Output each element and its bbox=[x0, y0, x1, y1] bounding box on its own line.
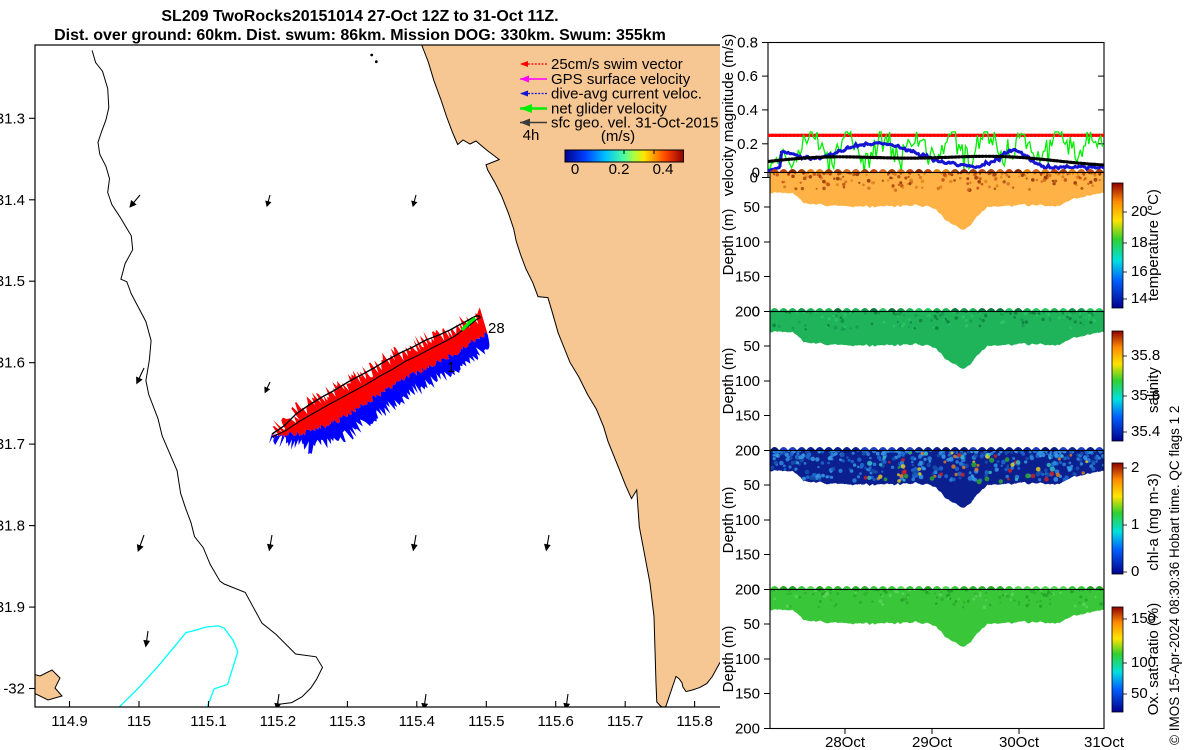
svg-text:(m/s): (m/s) bbox=[601, 128, 635, 145]
svg-text:150: 150 bbox=[735, 547, 760, 564]
svg-text:0.6: 0.6 bbox=[737, 68, 758, 85]
svg-text:35.8: 35.8 bbox=[1131, 347, 1160, 364]
svg-text:115.4: 115.4 bbox=[399, 713, 435, 730]
svg-text:200: 200 bbox=[735, 582, 760, 599]
svg-text:-32: -32 bbox=[3, 681, 25, 698]
svg-text:100: 100 bbox=[735, 234, 760, 251]
svg-text:Depth (m): Depth (m) bbox=[720, 209, 737, 276]
svg-text:100: 100 bbox=[735, 373, 760, 390]
svg-text:30Oct: 30Oct bbox=[999, 734, 1040, 750]
svg-text:115.6: 115.6 bbox=[537, 713, 573, 730]
svg-text:115.5: 115.5 bbox=[468, 713, 504, 730]
svg-text:20: 20 bbox=[1131, 203, 1148, 220]
svg-text:28: 28 bbox=[488, 320, 505, 337]
svg-text:100: 100 bbox=[735, 651, 760, 668]
svg-text:31Oct: 31Oct bbox=[1084, 734, 1125, 750]
svg-text:115.3: 115.3 bbox=[329, 713, 365, 730]
svg-text:115.8: 115.8 bbox=[676, 713, 712, 730]
svg-text:150: 150 bbox=[735, 408, 760, 425]
svg-text:31.4: 31.4 bbox=[0, 192, 25, 209]
svg-text:0: 0 bbox=[752, 443, 760, 460]
svg-text:0.2: 0.2 bbox=[737, 136, 758, 153]
svg-text:0: 0 bbox=[752, 582, 760, 599]
svg-text:115.7: 115.7 bbox=[607, 713, 643, 730]
svg-text:0.2: 0.2 bbox=[609, 161, 630, 178]
svg-text:Ox. sat. ratio (%): Ox. sat. ratio (%) bbox=[1145, 603, 1162, 716]
svg-text:29Oct: 29Oct bbox=[912, 734, 953, 750]
svg-text:Depth (m): Depth (m) bbox=[720, 487, 737, 554]
svg-text:velocity magnitude (m/s): velocity magnitude (m/s) bbox=[720, 34, 737, 197]
svg-text:50: 50 bbox=[1131, 685, 1148, 702]
svg-text:temperature (°C): temperature (°C) bbox=[1145, 189, 1162, 301]
svg-text:0: 0 bbox=[752, 304, 760, 321]
svg-text:115: 115 bbox=[127, 713, 151, 730]
svg-text:4h: 4h bbox=[523, 127, 540, 144]
svg-text:35.6: 35.6 bbox=[1131, 387, 1160, 404]
svg-text:114.9: 114.9 bbox=[51, 713, 87, 730]
svg-text:chl-a (mg m-3): chl-a (mg m-3) bbox=[1145, 473, 1162, 571]
svg-text:100: 100 bbox=[1131, 654, 1156, 671]
svg-text:2: 2 bbox=[1131, 459, 1139, 476]
svg-text:0.8: 0.8 bbox=[737, 35, 758, 52]
svg-text:© IMOS 15-Apr-2024 08:30:36 Ho: © IMOS 15-Apr-2024 08:30:36 Hobart time.… bbox=[1167, 406, 1182, 745]
svg-text:31.8: 31.8 bbox=[0, 518, 25, 535]
svg-text:150: 150 bbox=[735, 686, 760, 703]
svg-text:0.4: 0.4 bbox=[737, 102, 758, 119]
svg-text:18: 18 bbox=[1131, 234, 1148, 251]
svg-text:200: 200 bbox=[735, 721, 760, 738]
svg-text:31.5: 31.5 bbox=[0, 273, 25, 290]
svg-text:28Oct: 28Oct bbox=[825, 734, 866, 750]
svg-text:150: 150 bbox=[735, 269, 760, 286]
svg-text:16: 16 bbox=[1131, 263, 1148, 280]
svg-text:35.4: 35.4 bbox=[1131, 423, 1160, 440]
svg-text:0: 0 bbox=[1131, 563, 1139, 580]
svg-text:0: 0 bbox=[752, 165, 760, 182]
svg-text:50: 50 bbox=[743, 199, 760, 216]
svg-text:200: 200 bbox=[735, 304, 760, 321]
svg-text:115.2: 115.2 bbox=[260, 713, 296, 730]
svg-text:Depth (m): Depth (m) bbox=[720, 626, 737, 693]
svg-text:31.9: 31.9 bbox=[0, 599, 25, 616]
svg-text:1: 1 bbox=[447, 359, 455, 376]
svg-text:14: 14 bbox=[1131, 290, 1148, 307]
svg-text:Depth (m): Depth (m) bbox=[720, 348, 737, 415]
svg-text:0: 0 bbox=[750, 170, 758, 187]
svg-text:1: 1 bbox=[1131, 516, 1139, 533]
svg-text:100: 100 bbox=[735, 512, 760, 529]
svg-text:31.7: 31.7 bbox=[0, 436, 25, 453]
svg-text:50: 50 bbox=[743, 477, 760, 494]
svg-text:150: 150 bbox=[1131, 610, 1156, 627]
svg-text:115.1: 115.1 bbox=[190, 713, 226, 730]
svg-text:0: 0 bbox=[571, 161, 579, 178]
svg-text:31.3: 31.3 bbox=[0, 110, 25, 127]
svg-text:200: 200 bbox=[735, 443, 760, 460]
svg-text:50: 50 bbox=[743, 338, 760, 355]
svg-text:31.6: 31.6 bbox=[0, 355, 25, 372]
svg-text:0.4: 0.4 bbox=[653, 161, 674, 178]
svg-text:salinity: salinity bbox=[1145, 367, 1162, 413]
svg-text:50: 50 bbox=[743, 616, 760, 633]
